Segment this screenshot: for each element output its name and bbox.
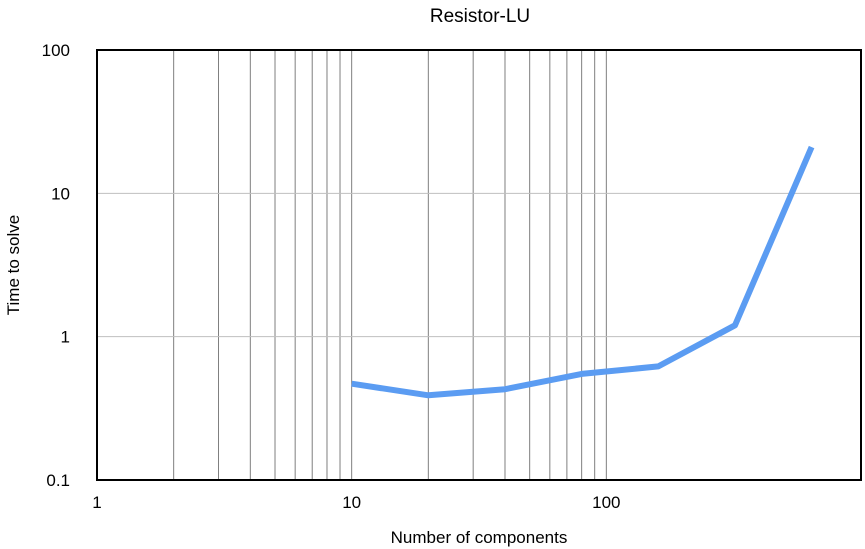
x-tick-labels: 1 10 100 xyxy=(92,493,620,512)
y-axis-label: Time to solve xyxy=(4,215,23,315)
series-layer xyxy=(351,145,815,399)
y-tick-labels: 0.1 1 10 100 xyxy=(42,41,70,490)
plot-frame xyxy=(96,49,862,481)
x-axis-label: Number of components xyxy=(391,528,568,547)
x-tick-label: 10 xyxy=(342,493,361,512)
y-tick-label: 0.1 xyxy=(46,471,70,490)
x-tick-label: 1 xyxy=(92,493,101,512)
x-tick-label: 100 xyxy=(592,493,620,512)
grid xyxy=(97,50,861,480)
y-tick-label: 1 xyxy=(61,328,70,347)
y-tick-label: 100 xyxy=(42,41,70,60)
series-line xyxy=(351,145,815,399)
chart-title: Resistor-LU xyxy=(430,6,530,27)
y-tick-label: 10 xyxy=(51,184,70,203)
